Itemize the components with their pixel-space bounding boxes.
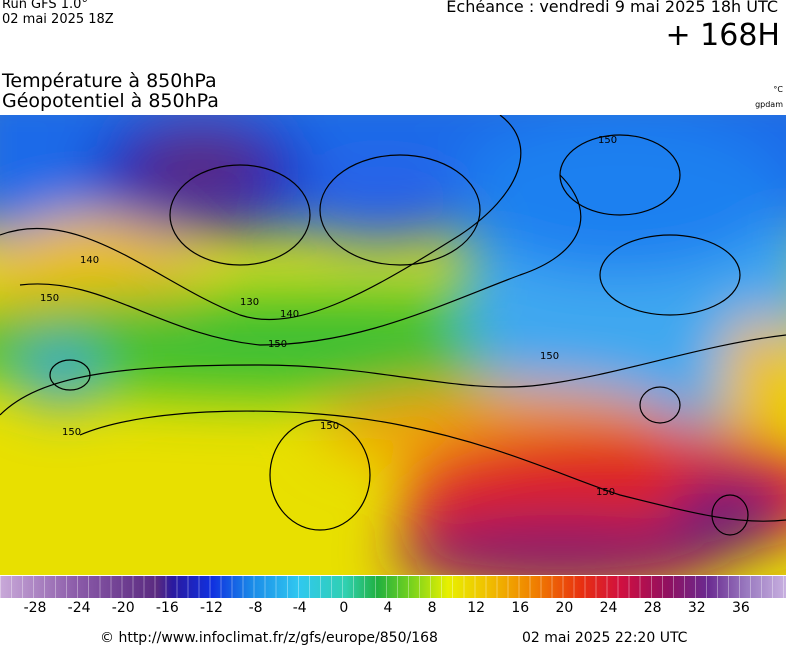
scale-tick-label: -4 [292, 600, 307, 616]
unit-temperature: °C [773, 85, 783, 94]
run-date: 02 mai 2025 18Z [2, 12, 114, 27]
contour-label: 150 [268, 339, 287, 350]
contour-label: 130 [240, 297, 259, 308]
scale-tick-label: 24 [599, 600, 618, 616]
scale-tick-label: 16 [511, 600, 530, 616]
scale-tick-label: -12 [200, 600, 223, 616]
scale-tick-label: 0 [339, 600, 349, 616]
scale-tick-label: -28 [23, 600, 47, 616]
scale-tick-label: 28 [643, 600, 662, 616]
scale-tick-label: 4 [383, 600, 393, 616]
scale-tick-label: 8 [427, 600, 437, 616]
color-scale-ticks: -28 -24 -20 -16 -12 -8 -4 0 4 8 12 16 20 24 28 32 36 [0, 598, 786, 618]
run-label: Run GFS 1.0° [2, 0, 88, 12]
contour-label: 140 [280, 309, 299, 320]
contour-label: 150 [598, 135, 617, 146]
unit-geopotential: gpdam [755, 100, 783, 109]
map: 140 150 130 140 150 150 150 150 150 150 [0, 115, 786, 575]
source-url: © http://www.infoclimat.fr/z/gfs/europe/… [100, 630, 438, 646]
scale-tick-label: 32 [687, 600, 706, 616]
contour-label: 150 [40, 293, 59, 304]
contour-label: 150 [320, 421, 339, 432]
title-geopotential: Géopotentiel à 850hPa [2, 90, 219, 112]
contour-label: 150 [62, 427, 81, 438]
scale-tick-label: -16 [155, 600, 179, 616]
scale-tick-label: -8 [248, 600, 263, 616]
scale-tick-label: 20 [555, 600, 574, 616]
scale-tick-label: 36 [731, 600, 750, 616]
contour-label: 140 [80, 255, 99, 266]
contour-label: 150 [540, 351, 559, 362]
color-scale [0, 576, 786, 598]
title-temperature: Température à 850hPa [2, 70, 217, 92]
scale-tick-label: -20 [111, 600, 135, 616]
issue-date: 02 mai 2025 22:20 UTC [522, 630, 688, 646]
scale-tick-label: -24 [67, 600, 91, 616]
contour-label: 150 [596, 487, 615, 498]
lead-time: + 168H [665, 18, 781, 53]
scale-tick-label: 12 [467, 600, 486, 616]
echeance: Echéance : vendredi 9 mai 2025 18h UTC [446, 0, 778, 16]
